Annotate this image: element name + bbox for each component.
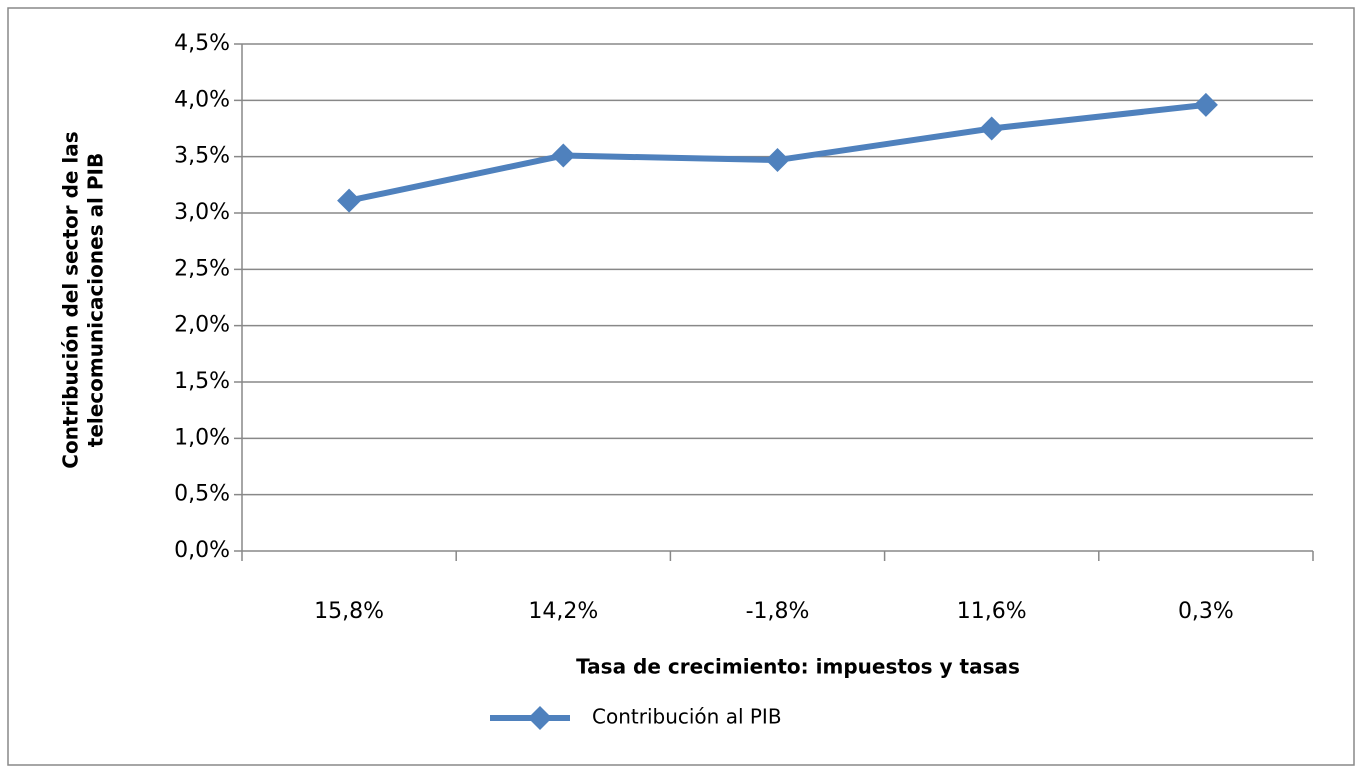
y-axis-title-line: Contribución del sector de las [59,131,83,468]
x-tick-label: 15,8% [314,599,384,624]
y-tick-label: 0,5% [174,482,230,507]
legend-marker [528,706,552,730]
y-tick-label: 0,0% [174,538,230,563]
y-tick-label: 4,5% [174,31,230,56]
y-axis-title-line: telecomunicaciones al PIB [84,153,108,447]
data-point [979,116,1004,141]
data-point [765,148,790,173]
x-tick-label: 11,6% [957,599,1027,624]
data-point [1193,92,1218,117]
chart-border [7,7,1355,766]
data-point [337,188,362,213]
y-tick-label: 1,0% [174,425,230,450]
y-tick-label: 2,5% [174,256,230,281]
y-tick-label: 2,0% [174,313,230,338]
y-axis-title: Contribución del sector de las telecomun… [59,131,108,468]
data-point [551,143,576,168]
y-tick-label: 3,5% [174,144,230,169]
legend-label: Contribución al PIB [592,705,782,729]
y-tick-label: 4,0% [174,87,230,112]
x-tick-label: 14,2% [528,599,598,624]
y-tick-label: 1,5% [174,369,230,394]
y-tick-label: 3,0% [174,200,230,225]
x-tick-label: 0,3% [1178,599,1234,624]
x-axis-title: Tasa de crecimiento: impuestos y tasas [576,655,1020,679]
x-tick-label: -1,8% [746,599,810,624]
